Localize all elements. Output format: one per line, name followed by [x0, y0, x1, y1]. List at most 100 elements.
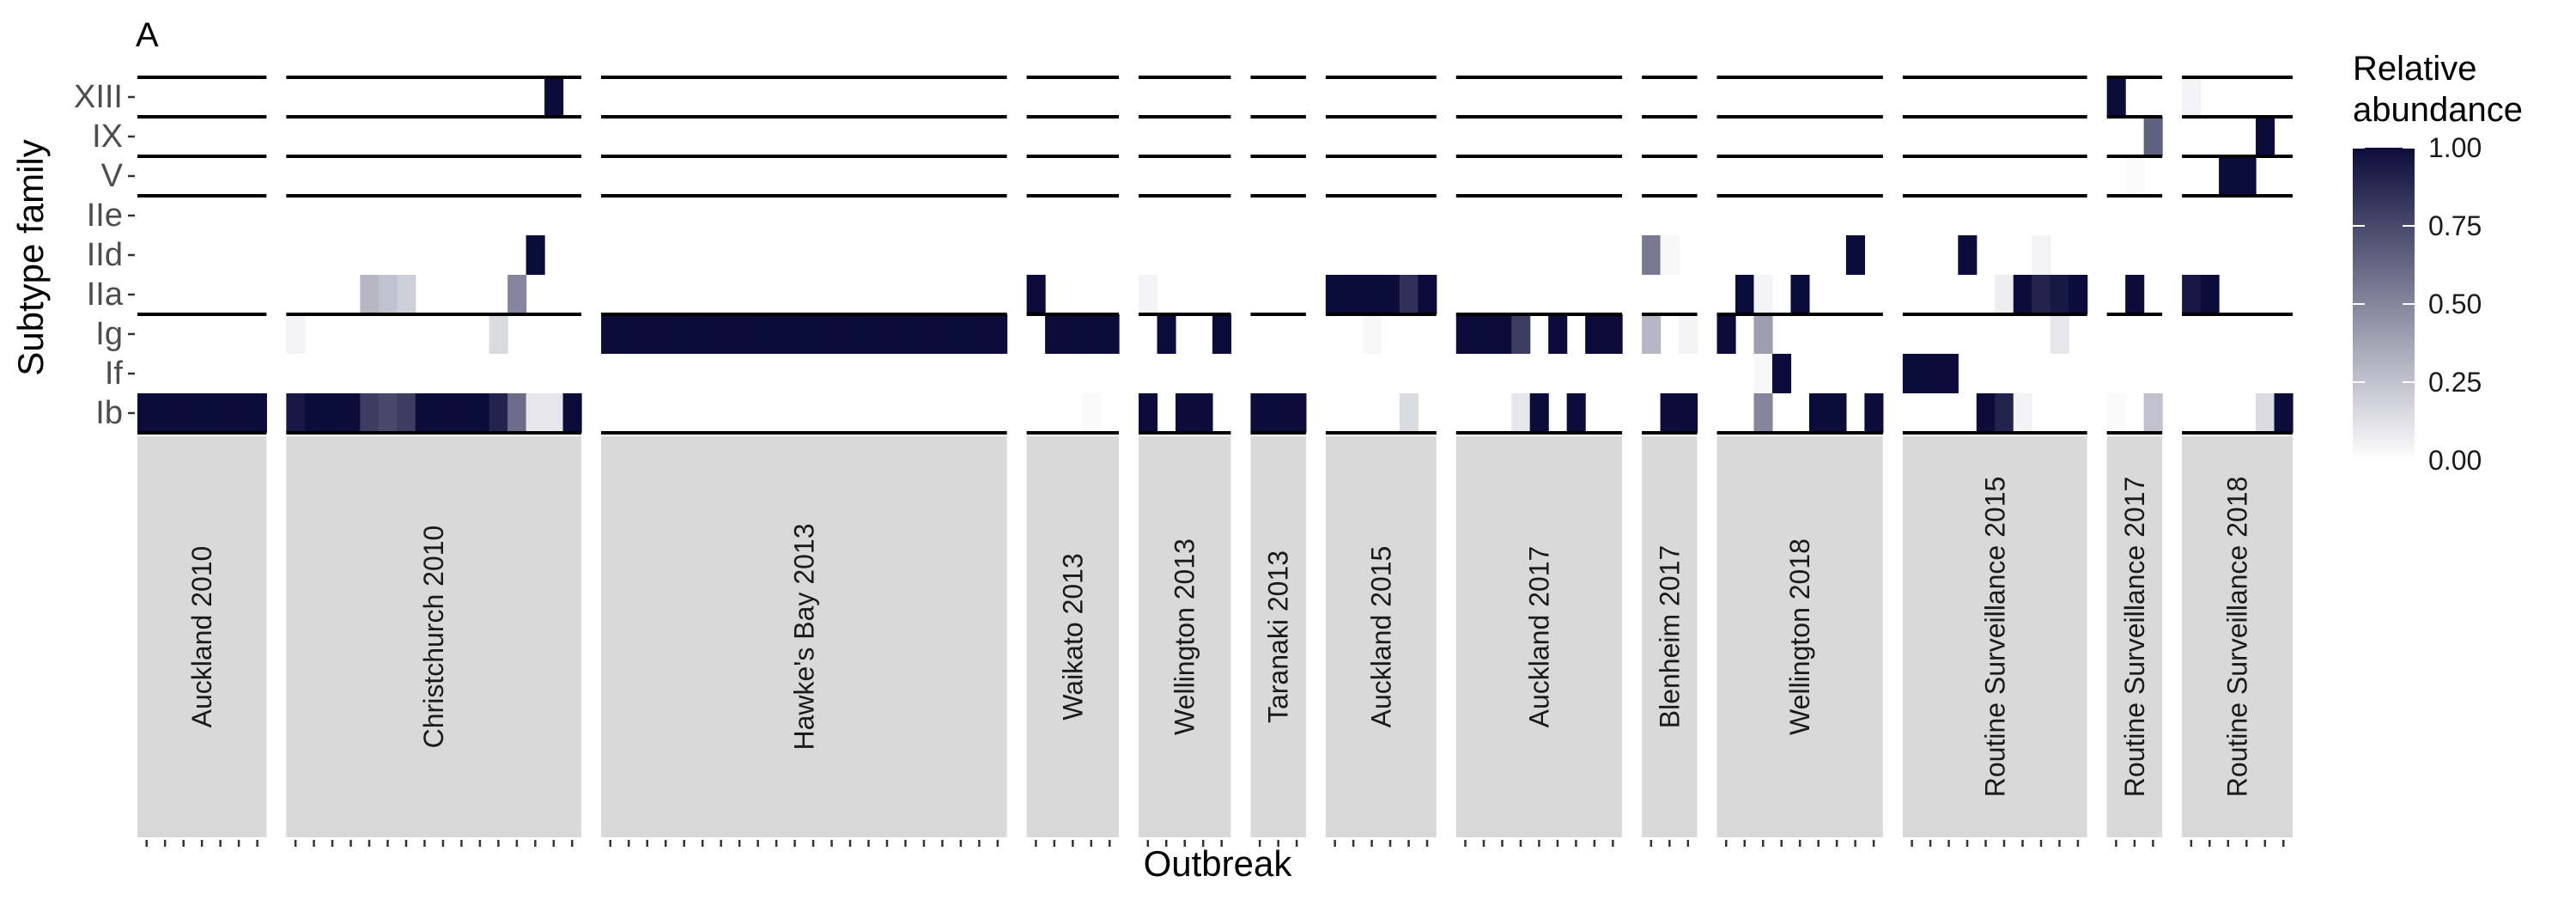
heatmap-cell — [2219, 156, 2239, 196]
heatmap-cell — [859, 314, 878, 354]
heatmap-cell — [1921, 354, 1941, 393]
facet-routine-surveillance-2017: Routine Surveillance 2017 — [2106, 76, 2163, 847]
heatmap-cell — [562, 393, 582, 433]
facet-strip — [2182, 436, 2293, 837]
heatmap-cell — [2182, 77, 2202, 117]
legend-tick-label: 0.25 — [2428, 367, 2482, 398]
heatmap-cell — [2032, 275, 2051, 314]
heatmap-cell — [2200, 275, 2220, 314]
heatmap-cell — [1902, 354, 1922, 393]
heatmap-cell — [1939, 354, 1959, 393]
facet-strip — [286, 436, 582, 837]
heatmap-cell — [341, 393, 361, 433]
heatmap-cell — [323, 393, 343, 433]
facet-hawke-s-bay-2013: Hawke's Bay 2013 — [601, 76, 1008, 847]
heatmap-cell — [397, 393, 416, 433]
heatmap-cell — [1176, 393, 1195, 433]
heatmap-cell — [210, 393, 230, 433]
heatmap-cell — [2274, 393, 2293, 433]
heatmap-cell — [1660, 393, 1680, 433]
heatmap-cell — [1399, 275, 1419, 314]
facet-strip — [601, 436, 1007, 837]
heatmap-cell — [1529, 393, 1549, 433]
heatmap-cell — [1753, 393, 1773, 433]
heatmap-cell — [1790, 275, 1810, 314]
heatmap-cell — [1026, 275, 1046, 314]
heatmap-cell — [693, 314, 713, 354]
facet-strip — [1026, 436, 1120, 837]
heatmap-cell — [1585, 314, 1605, 354]
heatmap-cell — [544, 393, 564, 433]
heatmap-cell — [638, 314, 658, 354]
heatmap-cell — [1511, 314, 1531, 354]
heatmap-cell — [619, 314, 639, 354]
y-axis-title: Subtype family — [10, 139, 51, 375]
heatmap-cell — [1100, 314, 1120, 354]
heatmap-cell — [2050, 314, 2069, 354]
heatmap-cell — [192, 393, 212, 433]
heatmap-cell — [767, 314, 787, 354]
heatmap-cell — [1139, 275, 1158, 314]
heatmap-cell — [1976, 393, 1996, 433]
heatmap-cell — [137, 393, 157, 433]
facet-strip-label: Blenheim 2017 — [1654, 545, 1685, 728]
facet-routine-surveillance-2018: Routine Surveillance 2018 — [2182, 76, 2293, 847]
heatmap-cell — [748, 314, 768, 354]
heatmap-cell — [2125, 156, 2145, 196]
heatmap-cell — [730, 314, 750, 354]
legend-tick-label: 1.00 — [2428, 132, 2482, 163]
facet-strip — [1139, 436, 1231, 837]
heatmap-cell — [286, 314, 306, 354]
heatmap-cell — [1958, 235, 1978, 275]
y-tick-label: IId — [87, 237, 123, 273]
heatmap-cell — [1995, 393, 2014, 433]
heatmap-cell — [378, 275, 398, 314]
y-tick-label: V — [101, 158, 124, 194]
heatmap-cell — [1603, 314, 1623, 354]
heatmap-cell — [452, 393, 471, 433]
heatmap-cell — [434, 393, 453, 433]
heatmap-cell — [1660, 235, 1680, 275]
heatmap-cell — [1268, 393, 1288, 433]
heatmap-cell — [1325, 275, 1345, 314]
y-tick-label: IX — [92, 119, 123, 155]
heatmap-cell — [1771, 354, 1792, 393]
heatmap-cell — [988, 314, 1008, 354]
heatmap-cell — [1063, 314, 1083, 354]
heatmap-cell — [471, 393, 490, 433]
heatmap-cell — [1287, 393, 1307, 433]
facet-strip-label: Routine Surveillance 2018 — [2222, 477, 2253, 798]
facet-strip — [1642, 436, 1698, 837]
facet-strip-label: Wellington 2018 — [1784, 538, 1815, 735]
heatmap-cell — [1381, 275, 1400, 314]
facet-wellington-2013: Wellington 2013 — [1139, 76, 1232, 847]
heatmap-cell — [397, 275, 416, 314]
facet-strip — [1902, 436, 2087, 837]
heatmap-cell — [601, 314, 621, 354]
heatmap-cell — [1827, 393, 1847, 433]
y-tick-label: IIa — [87, 277, 124, 313]
heatmap-cell — [1548, 314, 1568, 354]
heatmap-cell — [2050, 275, 2069, 314]
heatmap-cell — [1212, 314, 1232, 354]
heatmap-cell — [1082, 393, 1102, 433]
heatmap-cell — [674, 314, 695, 354]
heatmap-cell — [1045, 314, 1065, 354]
facet-strip-label: Hawke's Bay 2013 — [788, 523, 819, 750]
facet-strip-label: Wellington 2013 — [1170, 538, 1200, 735]
facet-routine-surveillance-2015: Routine Surveillance 2015 — [1902, 76, 2088, 847]
heatmap-cell — [1250, 393, 1270, 433]
heatmap-cell — [804, 314, 823, 354]
heatmap-cell — [2106, 393, 2126, 433]
panel-label: A — [136, 16, 159, 54]
heatmap-cell — [507, 275, 527, 314]
facet-strip-label: Waikato 2013 — [1057, 553, 1088, 720]
facet-auckland-2010: Auckland 2010 — [137, 76, 267, 847]
heatmap-cell — [378, 393, 398, 433]
heatmap-cell — [489, 393, 508, 433]
heatmap-cell — [155, 393, 175, 433]
facet-strip-label: Auckland 2010 — [186, 546, 217, 728]
